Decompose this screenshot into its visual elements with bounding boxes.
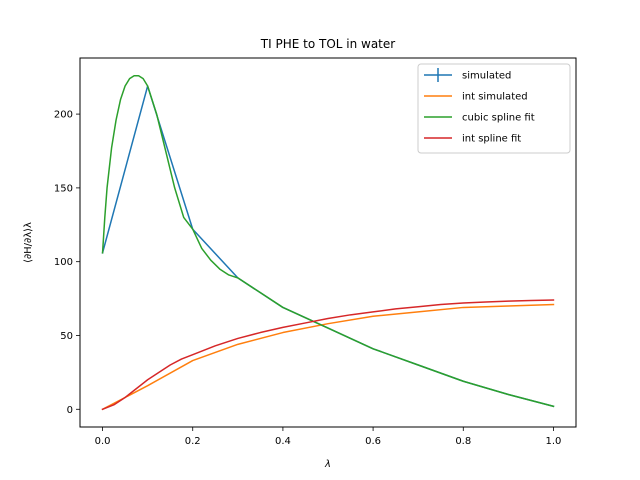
legend-box <box>417 63 571 154</box>
y-tick-label: 100 <box>54 257 73 268</box>
tick-layer: 0.0 0.2 0.4 0.6 0.8 1.0 0 50 100 150 200 <box>54 110 562 447</box>
x-tick-label: 0.8 <box>455 436 471 447</box>
y-axis-label: ⟨∂H/∂λ⟩λ <box>23 222 34 263</box>
legend-label-1: int simulated <box>462 92 528 103</box>
x-tick-label: 1.0 <box>546 436 562 447</box>
axes-frame <box>79 57 577 428</box>
chart-title: TI PHE to TOL in water <box>260 37 395 51</box>
legend-label-0: simulated <box>462 71 511 82</box>
plot-layer <box>101 74 555 411</box>
x-tick-label: 0.4 <box>275 436 291 447</box>
series-line-3 <box>101 299 555 411</box>
y-tick-label: 150 <box>54 183 73 194</box>
x-tick-label: 0.6 <box>365 436 381 447</box>
y-tick-label: 50 <box>60 331 73 342</box>
legend-label-2: cubic spline fit <box>462 113 535 124</box>
y-tick-label: 200 <box>54 110 73 121</box>
x-tick-label: 0.0 <box>95 436 111 447</box>
x-tick-label: 0.2 <box>185 436 201 447</box>
legend-label-3: int spline fit <box>462 134 521 145</box>
legend-entries: simulated int simulated cubic spline fit in… <box>424 68 535 145</box>
series-line-2 <box>101 74 555 408</box>
x-axis-label: λ <box>324 459 331 470</box>
legend: simulated int simulated cubic spline fit in… <box>417 63 571 154</box>
series-line-1 <box>101 303 555 411</box>
y-tick-label: 0 <box>67 405 73 416</box>
